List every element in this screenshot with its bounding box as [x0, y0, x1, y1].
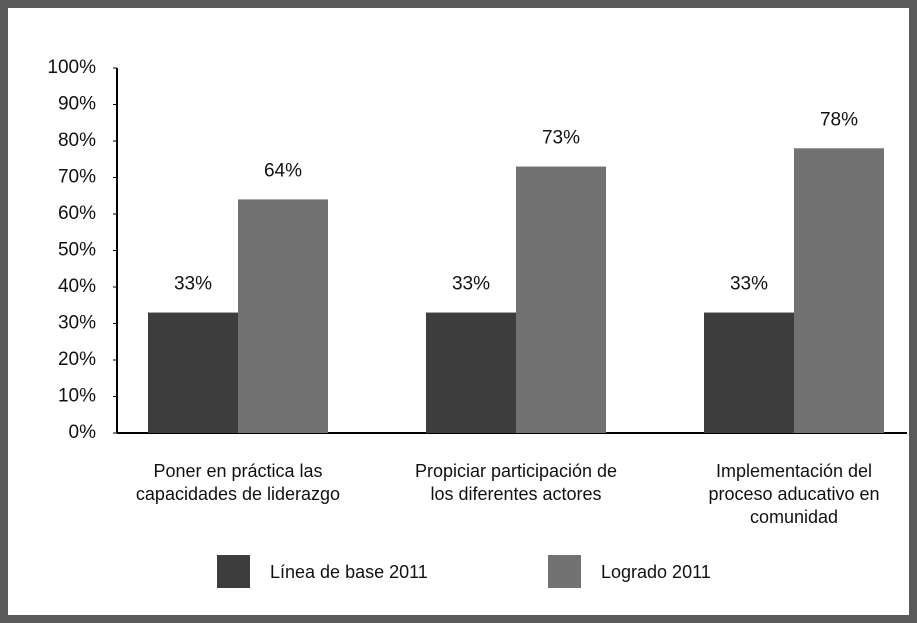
legend-swatch — [548, 555, 581, 588]
data-label: 33% — [174, 274, 212, 295]
bar — [238, 199, 328, 433]
data-label: 33% — [730, 274, 768, 295]
y-tick-label: 80% — [58, 130, 96, 151]
bar — [516, 166, 606, 434]
y-tick-label: 0% — [69, 422, 97, 443]
y-tick-label: 90% — [58, 94, 96, 115]
bar — [704, 312, 794, 433]
data-label: 78% — [820, 109, 858, 130]
y-tick-label: 30% — [58, 313, 96, 334]
legend-label: Logrado 2011 — [601, 562, 711, 582]
y-tick-label: 20% — [58, 349, 96, 370]
bar — [794, 148, 884, 434]
legend-label: Línea de base 2011 — [270, 562, 428, 582]
data-label: 73% — [542, 128, 580, 149]
y-tick-label: 60% — [58, 203, 96, 224]
legend-swatch — [217, 555, 250, 588]
y-tick-label: 100% — [47, 57, 96, 78]
data-label: 64% — [264, 160, 302, 181]
data-label: 33% — [452, 274, 490, 295]
y-tick-label: 10% — [58, 386, 96, 407]
y-tick-label: 70% — [58, 167, 96, 188]
x-tick-label: Implementación del proceso aducativo en … — [708, 461, 880, 527]
bar — [148, 312, 238, 433]
y-tick-label: 50% — [58, 240, 96, 261]
x-tick-label: Propiciar participación de los diferente… — [414, 461, 618, 504]
x-tick-label: Poner en práctica las capacidades de lid… — [135, 461, 341, 504]
bar — [426, 312, 516, 433]
y-tick-label: 40% — [58, 276, 96, 297]
